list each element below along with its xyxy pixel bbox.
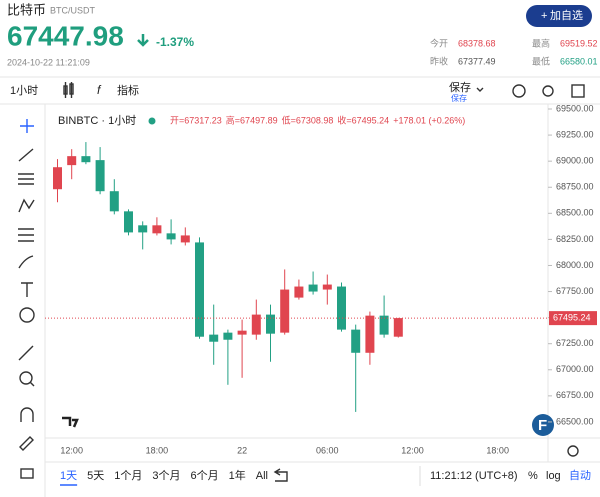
status-dot: [148, 117, 156, 125]
last-price-label: 67495.24: [553, 312, 591, 322]
tv-logo: [62, 416, 79, 428]
candle-body: [237, 330, 247, 335]
y-tick-label: 66500.00: [556, 416, 594, 426]
legend-item: 开=67317.23: [170, 115, 222, 125]
candle-body: [109, 191, 119, 212]
candle-body: [280, 289, 290, 333]
legend-item: +178.01 (+0.26%): [393, 115, 465, 125]
y-tick-label: 66750.00: [556, 390, 594, 400]
down-arrow: [137, 34, 149, 47]
candle-icon[interactable]: [63, 82, 74, 98]
range-button[interactable]: 3个月: [152, 469, 180, 482]
y-tick-label: 69000.00: [556, 156, 594, 166]
range-button[interactable]: 1年: [229, 468, 246, 482]
candle-body: [223, 332, 233, 340]
candle-body: [138, 225, 148, 233]
y-tick-label: 69250.00: [556, 129, 594, 139]
stat-label: 今开: [430, 37, 448, 48]
x-tick-label: 22: [237, 445, 247, 455]
dropdown[interactable]: [476, 87, 484, 92]
toolbar-icons[interactable]: [512, 84, 585, 98]
y-tick-label: 69500.00: [556, 103, 594, 113]
stat-value: 69519.52: [560, 38, 598, 48]
candle-body: [124, 211, 133, 233]
add-button-label[interactable]: 加自选: [550, 9, 583, 22]
legend-item: 收=67495.24: [337, 114, 389, 125]
y-tick-label: 67250.00: [556, 338, 594, 348]
chart-title: BINBTC · 1小时: [58, 114, 136, 127]
x-tick-label: 18:00: [486, 445, 509, 455]
candle-body: [209, 334, 219, 342]
stat-value: 68378.68: [458, 38, 496, 48]
percent[interactable]: %: [528, 470, 538, 482]
legend: 开=67317.23 高=67497.89 低=67308.98 收=67495.24…: [170, 114, 465, 125]
candle-body: [365, 315, 375, 353]
candle-body: [337, 286, 346, 330]
x-tick-label: 12:00: [60, 445, 83, 455]
x-tick-label: 06:00: [316, 445, 339, 455]
y-tick-label: 68250.00: [556, 234, 594, 244]
stat-label: 最高: [532, 37, 550, 48]
auto[interactable]: 自动: [569, 469, 591, 482]
y-tick-label: 67750.00: [556, 286, 594, 296]
legend-item: 高=67497.89: [226, 114, 278, 125]
x-tick-label: 18:00: [146, 445, 169, 455]
range-button[interactable]: 5天: [87, 470, 104, 482]
candle-body: [152, 225, 162, 234]
range-button[interactable]: 1天: [60, 470, 77, 482]
candle-body: [266, 314, 275, 334]
y-tick-label: 68000.00: [556, 260, 594, 270]
candle-body: [308, 284, 318, 292]
candle-body: [166, 233, 176, 240]
settings-icon[interactable]: [567, 445, 579, 457]
fx-icon[interactable]: f: [97, 83, 102, 97]
candle-body: [95, 160, 105, 192]
y-tick-label: 68750.00: [556, 182, 594, 192]
candle-body: [53, 167, 62, 190]
stat-value: 67377.49: [458, 56, 496, 66]
candle-body: [393, 318, 403, 337]
legend-item: 低=67308.98: [282, 114, 334, 125]
candle-body: [251, 314, 261, 335]
add-plus-icon: +: [541, 10, 547, 22]
symbol: 比特币: [7, 2, 46, 17]
candle-body: [195, 242, 204, 337]
stat-label: 最低: [532, 55, 550, 66]
price: 67447.98: [7, 20, 124, 51]
interval[interactable]: 1小时: [10, 84, 38, 97]
bottom-time: 11:21:12 (UTC+8): [430, 470, 518, 482]
last-price-box: [549, 311, 597, 326]
candle-body: [81, 156, 91, 163]
left-tools[interactable]: [18, 119, 35, 479]
stat-label: 昨收: [430, 55, 448, 66]
candle-body: [351, 329, 361, 353]
range-button[interactable]: All: [256, 470, 268, 482]
range-button[interactable]: 1个月: [114, 469, 142, 482]
f-badge-icon[interactable]: F: [538, 417, 547, 434]
y-tick-label: 67000.00: [556, 364, 594, 374]
timestamp: 2024-10-22 11:21:09: [7, 57, 90, 67]
x-tick-label: 12:00: [401, 445, 424, 455]
y-tick-label: 68500.00: [556, 208, 594, 218]
range-button[interactable]: 6个月: [191, 469, 219, 482]
indicators[interactable]: 指标: [117, 83, 139, 97]
candle-body: [67, 156, 77, 166]
candle-body: [294, 286, 304, 298]
log[interactable]: log: [546, 470, 561, 482]
replay-icon[interactable]: [273, 468, 288, 482]
change: -1.37%: [156, 35, 194, 49]
candle-body: [180, 235, 190, 243]
save-sub[interactable]: 保存: [451, 93, 467, 103]
stat-value: 66580.01: [560, 56, 598, 66]
candle-body: [322, 284, 332, 290]
add-button[interactable]: [526, 5, 592, 27]
save[interactable]: 保存: [449, 80, 471, 94]
pair: BTC/USDT: [50, 5, 96, 15]
f-badge[interactable]: [532, 414, 554, 436]
candle-body: [379, 315, 389, 335]
